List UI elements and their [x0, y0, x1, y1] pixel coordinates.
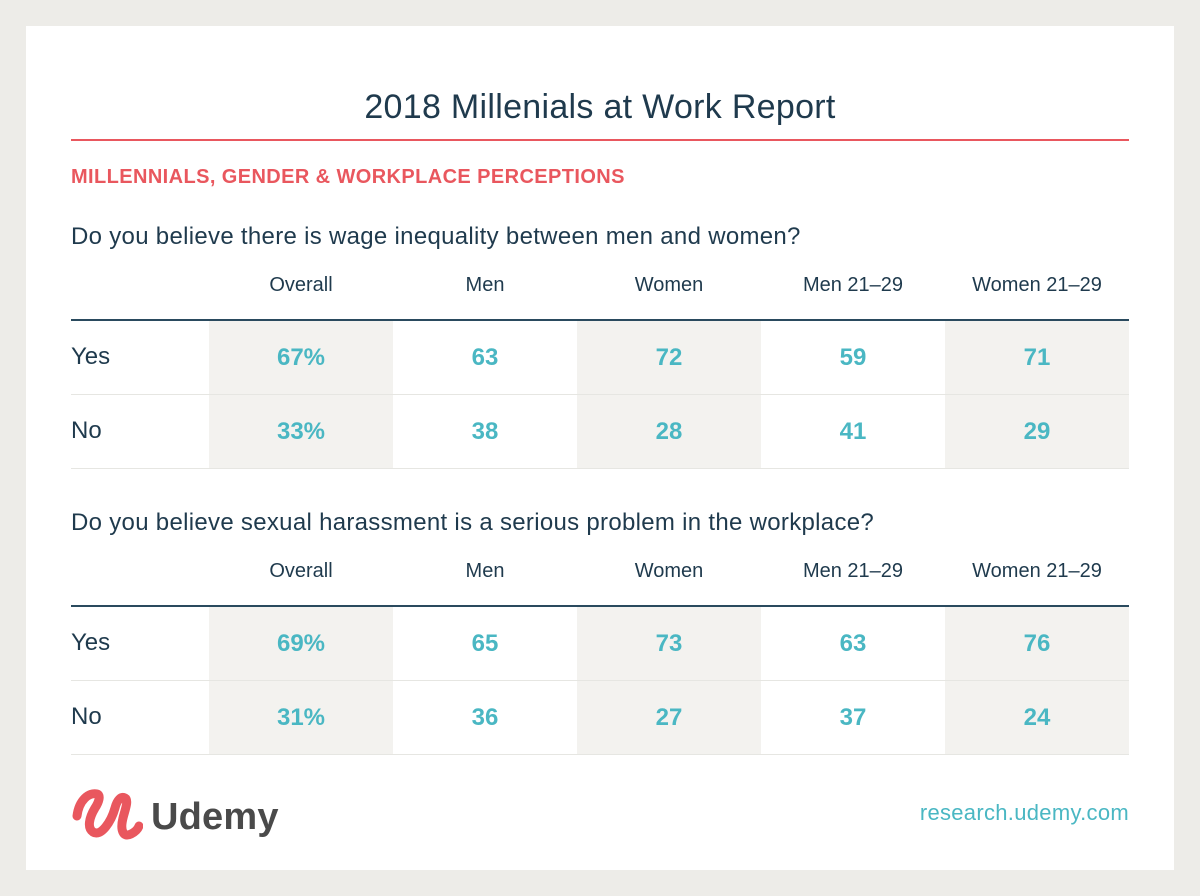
- header-divider: [71, 319, 1129, 321]
- table-sexual-harassment: Overall Men Women Men 21–29 Women 21–29 …: [71, 560, 1129, 755]
- cell-value: 59: [839, 344, 867, 371]
- col-header-women-21-29: Women 21–29: [972, 274, 1102, 296]
- table-header: Overall Men Women Men 21–29 Women 21–29: [71, 560, 1129, 605]
- cell-value: 67%: [209, 321, 393, 394]
- section-label: MILLENNIALS, GENDER & WORKPLACE PERCEPTI…: [71, 166, 625, 188]
- col-header-women-21-29: Women 21–29: [972, 560, 1102, 582]
- col-header-women: Women: [634, 274, 704, 296]
- page-title: 2018 Millenials at Work Report: [364, 88, 836, 126]
- cell-value: 41: [839, 418, 867, 445]
- col-header-men: Men: [465, 560, 505, 582]
- table-row: Yes 67% 63 72 59 71: [71, 321, 1129, 395]
- udemy-logo: Udemy: [71, 786, 311, 846]
- title-divider: [71, 139, 1129, 141]
- cell-value: 69%: [209, 607, 393, 680]
- header-divider: [71, 605, 1129, 607]
- cell-value: 31%: [209, 681, 393, 754]
- cell-value: 71: [945, 321, 1129, 394]
- brand-name: Udemy: [151, 796, 279, 838]
- col-header-overall: Overall: [269, 560, 333, 582]
- cell-value: 38: [471, 418, 499, 445]
- col-header-overall: Overall: [269, 274, 333, 296]
- question-wage-inequality: Do you believe there is wage inequality …: [71, 223, 801, 250]
- question-sexual-harassment: Do you believe sexual harassment is a se…: [71, 509, 875, 536]
- cell-value: 72: [577, 321, 761, 394]
- table-header: Overall Men Women Men 21–29 Women 21–29: [71, 274, 1129, 319]
- row-label-no: No: [71, 703, 102, 730]
- table-wage-inequality: Overall Men Women Men 21–29 Women 21–29 …: [71, 274, 1129, 469]
- table-row: No 31% 36 27 37 24: [71, 681, 1129, 755]
- report-card: 2018 Millenials at Work Report MILLENNIA…: [26, 26, 1174, 870]
- cell-value: 76: [945, 607, 1129, 680]
- cell-value: 27: [577, 681, 761, 754]
- cell-value: 63: [839, 630, 867, 657]
- col-header-men-21-29: Men 21–29: [802, 560, 904, 582]
- cell-value: 37: [839, 704, 867, 731]
- table-row: Yes 69% 65 73 63 76: [71, 607, 1129, 681]
- col-header-women: Women: [634, 560, 704, 582]
- cell-value: 29: [945, 395, 1129, 468]
- cell-value: 28: [577, 395, 761, 468]
- row-label-yes: Yes: [71, 343, 111, 370]
- cell-value: 65: [471, 630, 499, 657]
- cell-value: 24: [945, 681, 1129, 754]
- udemy-u-logo-icon: [72, 789, 143, 840]
- col-header-men: Men: [465, 274, 505, 296]
- site-link[interactable]: research.udemy.com: [919, 800, 1129, 825]
- row-label-yes: Yes: [71, 629, 111, 656]
- cell-value: 36: [471, 704, 499, 731]
- row-label-no: No: [71, 417, 102, 444]
- cell-value: 63: [471, 344, 499, 371]
- cell-value: 33%: [209, 395, 393, 468]
- table-row: No 33% 38 28 41 29: [71, 395, 1129, 469]
- col-header-men-21-29: Men 21–29: [802, 274, 904, 296]
- cell-value: 73: [577, 607, 761, 680]
